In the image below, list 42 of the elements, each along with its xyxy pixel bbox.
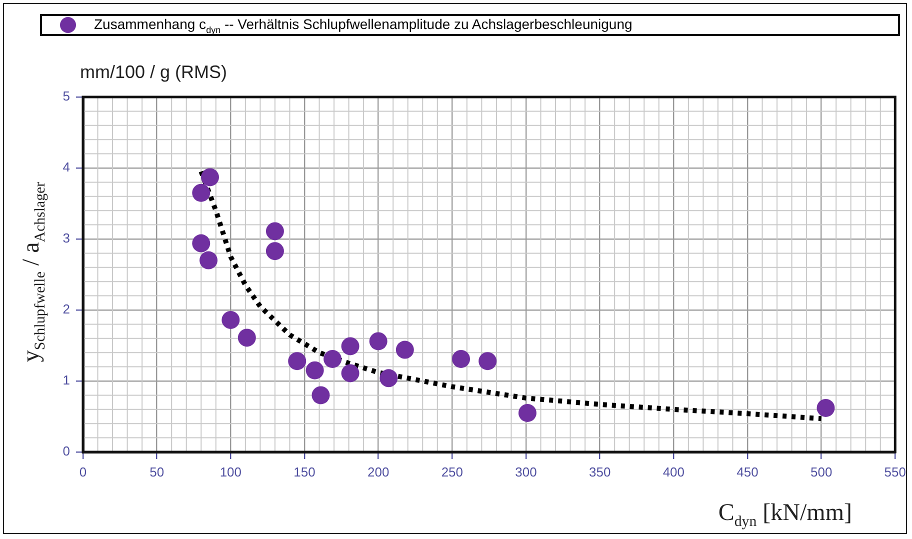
point [396,340,414,359]
y-tick-label: 4 [62,160,70,175]
point [222,310,240,329]
point [369,332,388,350]
x-tick-label: 50 [150,464,164,480]
point [478,352,497,370]
y-tick-label: 3 [62,230,70,246]
x-tick-label: 0 [79,464,87,480]
y-tick-label: 1 [62,372,70,388]
point [288,352,306,370]
y-tick-label: 2 [62,302,70,317]
x-tick-label: 100 [220,464,242,480]
x-tick-label: 350 [588,464,611,480]
point [192,234,210,252]
point [200,168,219,186]
x-tick-label: 450 [736,464,758,480]
x-tick-label: 300 [515,464,537,480]
point [266,242,284,260]
point [200,251,218,270]
point [816,398,835,417]
point [380,369,398,388]
point [312,386,330,404]
point [341,337,360,356]
point [238,328,256,347]
y-tick-label: 5 [62,88,70,104]
legend-label: Zusammenhang c$_{dyn}$ -- Verhältnis Schlupfwellenamplitude zu Achslagerbeschleunigung [94,16,632,34]
x-tick-label: 400 [662,464,685,480]
x-tick-label: 150 [294,464,316,480]
y-tick-label: 0 [62,444,70,459]
x-axis-title: C$_{dyn}$ [kN/mm] [718,500,852,531]
point [452,350,470,368]
text: mm/100 / g (RMS) [80,62,228,83]
x-tick-label: 550 [884,464,906,480]
point [192,184,210,202]
point [266,222,284,240]
point [324,350,342,368]
x-tick-label: 500 [810,464,832,480]
x-tick-label: 250 [441,464,464,480]
point [518,404,536,422]
point [306,361,324,380]
x-tick-label: 200 [367,464,390,480]
point [341,364,360,382]
